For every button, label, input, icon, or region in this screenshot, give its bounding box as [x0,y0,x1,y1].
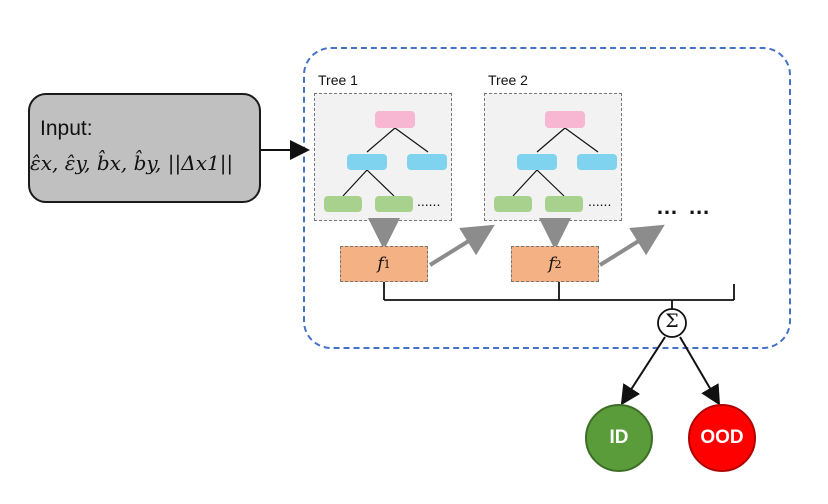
tree-1-leaf-node-right [375,196,413,212]
ensemble-container [303,47,791,349]
tree-2-label: Tree 2 [488,72,528,88]
sum-to-id-arrow [620,336,666,406]
id-label: ID [609,427,629,448]
sum-symbol: Σ [665,310,679,332]
ood-output-node: OOD [688,404,756,472]
f1-subscript: 1 [383,257,391,271]
tree-1-mid-node-right [407,154,447,170]
f1-symbol: f [377,254,384,274]
summation-bus [383,282,735,309]
tree-1-more-leaves: ...... [417,193,441,209]
sum-node [657,308,687,338]
input-formula-text: ε̂x, ε̂y, b̂x, b̂y, ||Δx1|| [30,151,234,175]
tree-2-mid-node-left [517,154,557,170]
tree-2-more-leaves: ...... [588,193,612,209]
input-formula: ε̂x, ε̂y, b̂x, b̂y, ||Δx1|| [30,151,233,175]
input-title: Input: [40,117,93,140]
tree-2-leaf-node-left [494,196,532,212]
tree-1-root-node [375,111,415,128]
tree-1-leaf-node-left [324,196,362,212]
tree-2-root-node [545,111,585,128]
input-box [28,93,261,203]
f1-to-tree-2-arrow [428,224,495,267]
more-trees-ellipsis: … … [656,194,713,219]
tree-2-leaf-node-right [545,196,583,212]
id-output-node: ID [585,404,653,472]
sum-to-ood-arrow [679,336,721,406]
ood-label: OOD [700,427,744,448]
tree-2-structure [494,111,617,212]
tree-1-structure [324,111,447,212]
f2-subscript: 2 [554,257,562,271]
tree-2-mid-node-right [577,154,617,170]
tree-1-label: Tree 1 [318,72,358,88]
tree-1-mid-node-left [347,154,387,170]
f2-symbol: f [548,254,555,274]
f2-to-next-tree-arrow [598,224,665,267]
